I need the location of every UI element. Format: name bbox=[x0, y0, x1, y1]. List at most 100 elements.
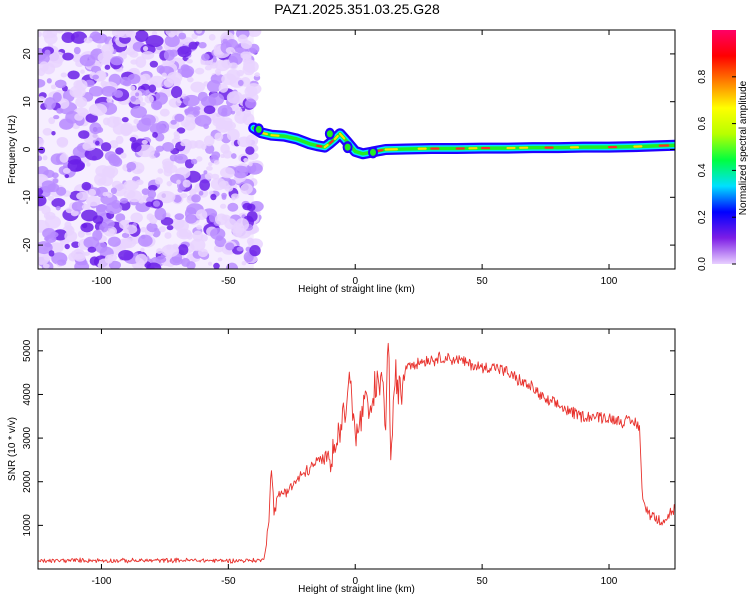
noise-blobs bbox=[38, 30, 264, 269]
noise-blob bbox=[168, 32, 176, 38]
noise-blob bbox=[96, 204, 108, 217]
noise-blob bbox=[38, 78, 46, 88]
noise-blob bbox=[126, 161, 137, 171]
noise-blob bbox=[228, 179, 237, 186]
noise-blob bbox=[186, 77, 194, 83]
noise-blob bbox=[208, 161, 213, 167]
noise-blob bbox=[248, 161, 253, 167]
noise-blob bbox=[133, 118, 139, 125]
noise-blob bbox=[153, 152, 160, 157]
noise-blob bbox=[38, 252, 50, 265]
noise-blob bbox=[146, 262, 162, 269]
noise-blob bbox=[234, 111, 247, 124]
noise-blob bbox=[135, 92, 140, 97]
noise-blob bbox=[210, 193, 217, 201]
noise-blob bbox=[120, 152, 127, 159]
noise-blob bbox=[67, 70, 80, 80]
noise-blob bbox=[38, 155, 43, 162]
noise-blob bbox=[180, 257, 191, 267]
noise-blob bbox=[191, 194, 201, 203]
noise-blob bbox=[195, 67, 205, 75]
noise-blob bbox=[152, 200, 161, 207]
noise-blob bbox=[120, 122, 134, 136]
x-tick-label: 50 bbox=[477, 576, 489, 587]
noise-blob bbox=[64, 243, 70, 250]
noise-blob bbox=[217, 104, 233, 117]
noise-blob bbox=[173, 134, 181, 140]
noise-blob bbox=[158, 226, 166, 233]
ridge-peak bbox=[328, 139, 334, 145]
noise-blob bbox=[42, 30, 53, 39]
ridge-peak bbox=[376, 149, 384, 153]
noise-blob bbox=[151, 100, 162, 111]
ridge-bump bbox=[255, 125, 262, 133]
noise-blob bbox=[59, 153, 69, 163]
noise-blob bbox=[159, 108, 170, 117]
colorbar-tick-label: 0.8 bbox=[697, 69, 708, 83]
noise-blob bbox=[214, 132, 224, 142]
noise-blob bbox=[111, 30, 126, 38]
noise-blob bbox=[222, 150, 233, 159]
noise-blob bbox=[56, 107, 64, 114]
noise-blob bbox=[226, 91, 244, 104]
noise-blob bbox=[38, 194, 47, 207]
noise-blob bbox=[115, 135, 124, 145]
noise-blob bbox=[62, 52, 74, 61]
colorbar-tick-label: 0.4 bbox=[697, 163, 708, 177]
noise-blob bbox=[130, 105, 147, 119]
y-tick-label: 2000 bbox=[22, 470, 33, 493]
noise-blob bbox=[85, 113, 98, 123]
noise-blob bbox=[88, 86, 104, 97]
noise-blob bbox=[134, 30, 149, 42]
noise-blob bbox=[230, 153, 237, 159]
noise-blob bbox=[52, 229, 68, 241]
y-tick-label: 10 bbox=[22, 96, 33, 108]
noise-blob bbox=[210, 177, 227, 191]
noise-blob bbox=[156, 65, 165, 74]
noise-blob bbox=[160, 217, 174, 226]
noise-blob bbox=[237, 136, 252, 148]
noise-blob bbox=[61, 32, 75, 43]
noise-blob bbox=[105, 202, 123, 215]
y-axis-label: SNR (10 * v/v) bbox=[7, 417, 18, 481]
noise-blob bbox=[226, 122, 233, 129]
noise-blob bbox=[70, 249, 86, 260]
noise-blob bbox=[53, 114, 60, 120]
noise-blob bbox=[129, 51, 139, 58]
noise-blob bbox=[204, 144, 215, 155]
y-tick-label: -10 bbox=[22, 190, 33, 205]
noise-blob bbox=[226, 128, 240, 142]
noise-blob bbox=[52, 92, 62, 103]
noise-blob bbox=[43, 211, 56, 220]
snr-plot-area bbox=[38, 342, 675, 564]
noise-blob bbox=[120, 50, 128, 57]
noise-blob bbox=[77, 230, 85, 238]
noise-blob bbox=[250, 48, 257, 53]
noise-blob bbox=[176, 127, 186, 134]
y-tick-label: -20 bbox=[22, 237, 33, 252]
noise-blob bbox=[107, 236, 121, 247]
noise-blob bbox=[46, 78, 52, 84]
noise-blob bbox=[206, 79, 221, 93]
noise-blob bbox=[155, 177, 163, 185]
noise-blob bbox=[38, 146, 46, 154]
noise-blob bbox=[86, 195, 101, 207]
noise-blob bbox=[64, 174, 70, 179]
noise-blob bbox=[147, 189, 157, 199]
noise-blob bbox=[95, 140, 100, 146]
noise-blob bbox=[100, 142, 112, 152]
noise-blob bbox=[56, 136, 69, 147]
noise-blob bbox=[240, 51, 252, 60]
noise-blob bbox=[225, 262, 239, 269]
y-tick-label: 20 bbox=[22, 48, 33, 60]
noise-blob bbox=[92, 33, 108, 44]
noise-blob bbox=[73, 80, 83, 90]
noise-blob bbox=[100, 80, 108, 87]
noise-blob bbox=[92, 229, 103, 241]
x-axis-label: Height of straight line (km) bbox=[298, 284, 415, 295]
noise-blob bbox=[195, 30, 203, 34]
noise-blob bbox=[109, 140, 119, 149]
noise-blob bbox=[148, 84, 157, 93]
